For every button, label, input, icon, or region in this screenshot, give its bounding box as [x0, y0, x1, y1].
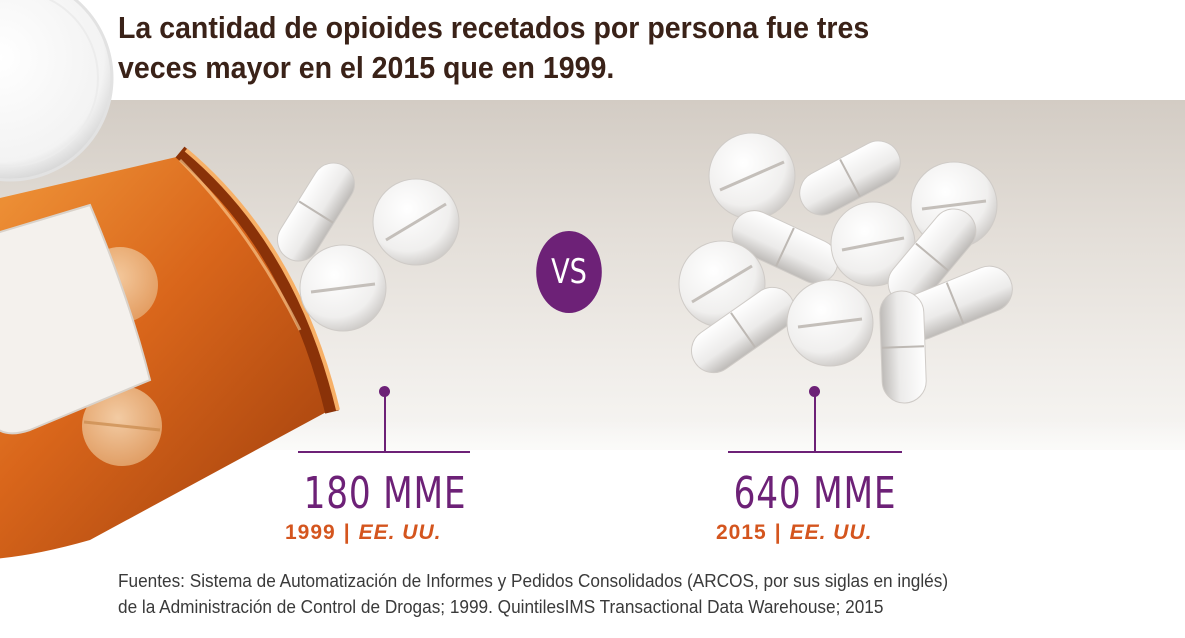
- meta-2015: 2015 | EE. UU.: [716, 521, 872, 545]
- year-2015: 2015: [716, 521, 767, 544]
- pills-2015-group: [678, 132, 1013, 404]
- pills-1999-group: [277, 162, 460, 332]
- pill-icon: [372, 178, 460, 266]
- country-2015: EE. UU.: [789, 521, 873, 544]
- meta-1999: 1999 | EE. UU.: [285, 521, 441, 545]
- headline: La cantidad de opioides recetados por pe…: [118, 8, 891, 88]
- marker-dot-2015: [809, 386, 820, 397]
- separator: |: [343, 521, 351, 544]
- marker-stem-1999: [384, 392, 386, 452]
- country-1999: EE. UU.: [358, 521, 442, 544]
- marker-rule-1999: [298, 451, 470, 453]
- bottle-cap-icon: [0, 0, 114, 182]
- pill-icon: [708, 132, 796, 220]
- pill-icon: [299, 244, 387, 332]
- pill-icon: [277, 162, 355, 262]
- pill-bottle-icon: [0, 146, 340, 559]
- pill-icon: [879, 290, 927, 404]
- year-1999: 1999: [285, 521, 336, 544]
- pill-icon: [897, 265, 1013, 341]
- value-2015: 640 MME: [733, 468, 897, 519]
- pill-icon: [691, 286, 795, 374]
- vs-badge: VS: [536, 231, 602, 313]
- marker-dot-1999: [379, 386, 390, 397]
- pill-icon: [786, 279, 874, 367]
- pill-icon: [799, 140, 901, 216]
- source-note: Fuentes: Sistema de Automatización de In…: [118, 568, 1011, 620]
- marker-stem-2015: [814, 392, 816, 452]
- marker-rule-2015: [728, 451, 902, 453]
- headline-line-2: veces mayor en el 2015 que en 1999.: [118, 50, 615, 85]
- headline-line-1: La cantidad de opioides recetados por pe…: [118, 10, 870, 45]
- source-line-1: Fuentes: Sistema de Automatización de In…: [118, 570, 949, 591]
- value-1999: 180 MME: [303, 468, 467, 519]
- separator: |: [774, 521, 782, 544]
- source-line-2: de la Administración de Control de Droga…: [118, 596, 884, 617]
- pill-icon: [731, 210, 839, 284]
